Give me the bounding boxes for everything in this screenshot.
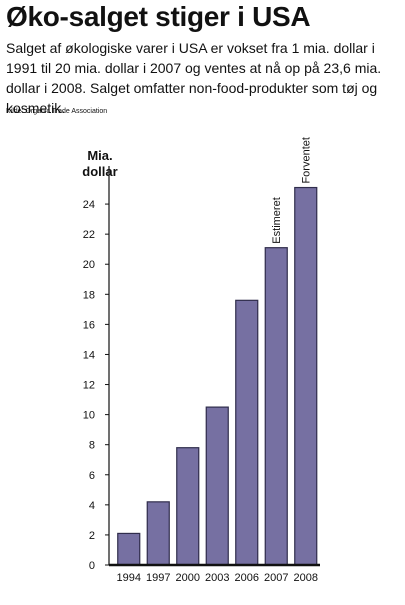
- y-tick-label: 14: [83, 349, 95, 361]
- y-tick-label: 16: [83, 319, 95, 331]
- x-tick-label: 2006: [235, 572, 259, 584]
- y-tick-label: 22: [83, 229, 95, 241]
- x-tick-label: 1997: [146, 572, 170, 584]
- x-tick-label: 2003: [205, 572, 229, 584]
- x-tick-label: 2000: [176, 572, 200, 584]
- x-tick-label: 1994: [117, 572, 141, 584]
- bar-2003: [205, 406, 229, 566]
- x-tick-label: 2008: [294, 572, 318, 584]
- y-tick-label: 10: [83, 410, 95, 422]
- y-tick-label: 0: [89, 560, 95, 572]
- bar-annotation-2008: Forventet: [301, 137, 313, 183]
- chart-subtitle: Salget af økologiske varer i USA er voks…: [6, 40, 382, 116]
- bar-2006: [235, 299, 259, 566]
- y-tick-label: 20: [83, 259, 95, 271]
- y-tick-label: 18: [83, 289, 95, 301]
- bar-2007: [264, 247, 288, 566]
- bar-2008: [294, 186, 318, 566]
- bar-2000: [176, 447, 200, 566]
- y-tick-label: 8: [89, 440, 95, 452]
- page-title: Øko-salget stiger i USA: [6, 1, 311, 32]
- bar-annotation-2007: Estimeret: [271, 197, 283, 243]
- bar-1994: [117, 532, 141, 566]
- y-tick-label: 12: [83, 380, 95, 392]
- bars-layer: Estimeret Forventet: [117, 137, 318, 566]
- y-axis-label-line-1: Mia.: [87, 148, 112, 163]
- x-tick-label: 2007: [264, 572, 288, 584]
- y-tick-label: 6: [89, 470, 95, 482]
- y-axis-label-line-2: dollar: [82, 164, 117, 179]
- y-tick-label: 2: [89, 530, 95, 542]
- y-tick-label: 24: [83, 199, 95, 211]
- source-note: Kilde: Organic Trade Association: [6, 108, 108, 115]
- bar-1997: [146, 501, 170, 566]
- y-tick-label: 4: [89, 500, 95, 512]
